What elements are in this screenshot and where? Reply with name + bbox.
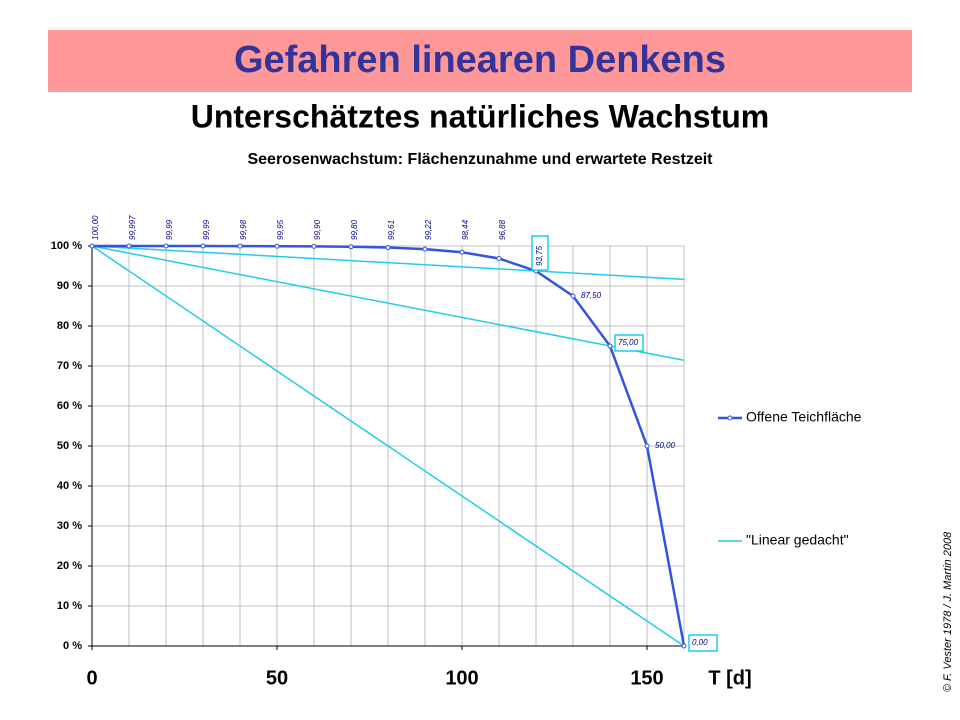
point xyxy=(348,244,354,250)
value-label: 99,99 xyxy=(165,219,174,240)
value-label: 99,61 xyxy=(387,220,396,240)
x-tick-label: 150 xyxy=(630,667,663,689)
linear-line xyxy=(91,245,685,647)
value-label: 0,00 xyxy=(692,638,708,647)
point xyxy=(570,293,576,299)
point xyxy=(422,246,428,252)
y-tick-label: 60 % xyxy=(57,400,82,412)
point xyxy=(385,245,391,251)
y-tick-label: 80 % xyxy=(57,320,82,332)
value-label-group: 99,61 xyxy=(387,220,396,240)
label-box xyxy=(688,634,718,652)
y-tick-label: 50 % xyxy=(57,440,82,452)
label-box xyxy=(531,235,549,271)
y-tick-label: 10 % xyxy=(57,600,82,612)
value-label-group: 93,75 xyxy=(531,235,549,271)
point xyxy=(126,243,132,249)
y-tick-label: 70 % xyxy=(57,360,82,372)
point xyxy=(311,243,317,249)
point xyxy=(459,249,465,255)
y-tick-label: 100 % xyxy=(51,240,82,252)
value-label: 99,99 xyxy=(202,219,211,240)
point xyxy=(681,643,687,649)
value-label: 93,75 xyxy=(535,245,544,266)
value-label-group: 99,90 xyxy=(313,219,322,240)
value-label-group: 96,88 xyxy=(498,219,507,240)
linear-line xyxy=(91,245,685,362)
y-tick-label: 90 % xyxy=(57,280,82,292)
x-axis-label: T [d] xyxy=(708,667,751,689)
value-label: 50,00 xyxy=(655,441,676,450)
value-label: 99,98 xyxy=(239,219,248,240)
point xyxy=(607,343,613,349)
value-label-group: 100,00 xyxy=(91,215,100,240)
value-label-group: 99,80 xyxy=(350,219,359,240)
value-label: 100,00 xyxy=(91,215,100,240)
point xyxy=(89,243,95,249)
title-band xyxy=(48,30,912,92)
point xyxy=(496,255,502,261)
subtitle: Unterschätztes natürliches Wachstum xyxy=(191,98,770,134)
legend-label: "Linear gedacht" xyxy=(746,532,849,548)
value-label: 98,44 xyxy=(461,219,470,240)
y-tick-label: 40 % xyxy=(57,480,82,492)
chart-title: Seerosenwachstum: Flächenzunahme und erw… xyxy=(247,151,713,168)
linear-line xyxy=(91,245,685,281)
y-tick-label: 30 % xyxy=(57,520,82,532)
value-label-group: 99,98 xyxy=(239,219,248,240)
value-label-group: 99,997 xyxy=(128,215,137,240)
legend-marker xyxy=(727,415,733,421)
point xyxy=(237,243,243,249)
y-tick-label: 0 % xyxy=(63,640,82,652)
point xyxy=(644,443,650,449)
value-label-group: 98,44 xyxy=(461,219,470,240)
point xyxy=(274,243,280,249)
value-label: 99,80 xyxy=(350,219,359,240)
label-box xyxy=(614,334,644,352)
value-label: 99,22 xyxy=(424,219,433,240)
value-label: 96,88 xyxy=(498,219,507,240)
value-label: 99,95 xyxy=(276,219,285,240)
point xyxy=(163,243,169,249)
legend-label: Offene Teichfläche xyxy=(746,409,862,425)
value-label: 99,90 xyxy=(313,219,322,240)
value-label-group: 99,95 xyxy=(276,219,285,240)
copyright: © F. Vester 1978 / J. Martin 2008 xyxy=(942,531,954,692)
point xyxy=(200,243,206,249)
value-label: 99,997 xyxy=(128,215,137,240)
y-tick-label: 20 % xyxy=(57,560,82,572)
value-label-group: 99,99 xyxy=(165,219,174,240)
x-tick-label: 100 xyxy=(445,667,478,689)
value-label: 87,50 xyxy=(581,291,602,300)
title: Gefahren linearen Denkens xyxy=(234,39,726,81)
x-tick-label: 50 xyxy=(266,667,288,689)
value-label-group: 99,99 xyxy=(202,219,211,240)
x-tick-label: 0 xyxy=(86,667,97,689)
value-label: 75,00 xyxy=(618,338,639,347)
value-label-group: 99,22 xyxy=(424,219,433,240)
